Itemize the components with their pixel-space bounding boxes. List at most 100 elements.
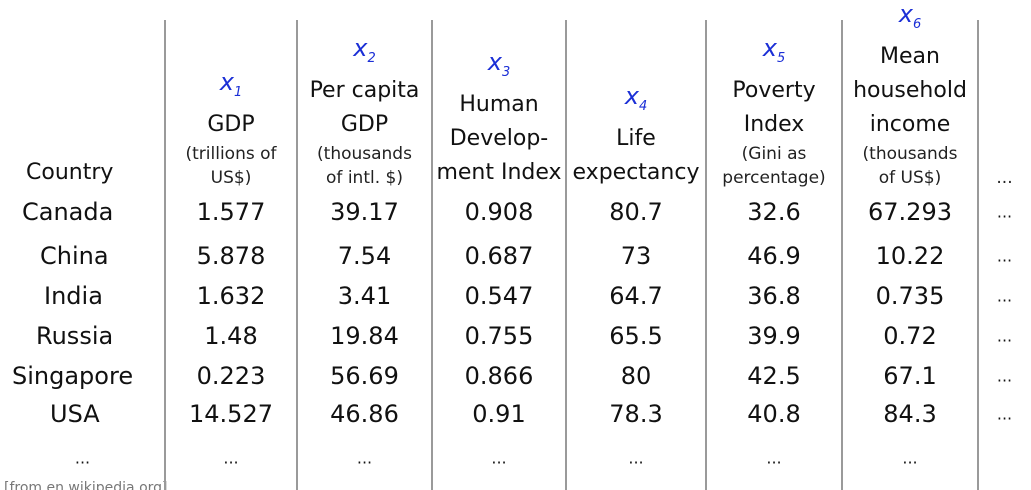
table-cell: 80.7 (609, 198, 663, 226)
table-cell: 0.908 (464, 198, 534, 226)
column-header: Country (0, 0, 165, 190)
table-cell: 0.735 (875, 282, 945, 310)
annotation-var: x (898, 0, 913, 29)
table-cell: 0.72 (883, 322, 937, 350)
header-line: Human (459, 92, 539, 117)
handwritten-annotation: x2 (353, 35, 375, 72)
column-divider (431, 20, 433, 490)
header-line: household (853, 78, 967, 103)
table-cell: 0.755 (464, 322, 534, 350)
source-note: [from en.wikipedia.org] (4, 480, 168, 490)
header-line: GDP (207, 112, 255, 137)
header-line: Country (26, 160, 114, 185)
handwritten-annotation: x4 (625, 83, 647, 120)
column-header: x1 GDP (trillions of US$) (165, 0, 297, 190)
table-cell: Russia (36, 322, 114, 350)
header-subline: of US$) (878, 168, 942, 188)
header-line: Per capita (309, 78, 420, 103)
table-cell: China (40, 242, 109, 270)
header-line: GDP (340, 112, 389, 137)
table-cell: 40.8 (747, 400, 801, 428)
table-cell: ... (996, 326, 1013, 346)
table-cell: ... (996, 404, 1013, 424)
column-header: x2 Per capita GDP (thousands of intl. $) (297, 0, 432, 190)
column-divider (977, 20, 979, 490)
handwritten-annotation: x1 (220, 69, 242, 106)
table-cell: 7.54 (337, 242, 392, 270)
header-line: Develop- (449, 126, 549, 151)
table-cell: Singapore (12, 362, 134, 390)
table-cell: 0.223 (196, 362, 266, 390)
table-cell: 84.3 (883, 400, 937, 428)
header-subline: (trillions of (185, 144, 277, 164)
header-subline: (Gini as (741, 144, 807, 164)
table-cell: ... (491, 448, 507, 468)
table-cell: ... (996, 286, 1013, 306)
table-cell: ... (628, 448, 644, 468)
annotation-var: x (762, 34, 777, 63)
header-line: Life (616, 126, 656, 151)
table-cell: ... (996, 202, 1013, 222)
table-cell: 1.632 (196, 282, 266, 310)
table-cell: 0.866 (464, 362, 534, 390)
table-cell: ... (996, 366, 1013, 386)
header-line: Poverty (732, 78, 816, 103)
table-cell: 19.84 (330, 322, 399, 350)
column-header: x4 Life expectancy (566, 0, 706, 190)
annotation-var: x (219, 68, 234, 97)
header-line: ment Index (436, 160, 562, 185)
annotation-var: x (487, 48, 502, 77)
table-cell: ... (223, 448, 239, 468)
table-cell: 64.7 (609, 282, 663, 310)
column-header: x6 Mean household income (thousands of US$) (842, 0, 978, 190)
header-subline: US$) (210, 168, 252, 188)
column-header: x3 Human Develop-ment Index (432, 0, 566, 190)
table-cell: ... (902, 448, 918, 468)
header-subline: percentage) (722, 168, 826, 188)
table-cell: 1.48 (204, 322, 258, 350)
column-divider (296, 20, 298, 490)
header-subline: of intl. $) (326, 168, 403, 188)
header-subline: ... (996, 168, 1013, 188)
table-cell: 78.3 (609, 400, 663, 428)
annotation-subscript: 2 (367, 51, 376, 66)
table-cell: 46.86 (330, 400, 399, 428)
column-divider (164, 20, 166, 490)
table-cell: USA (50, 400, 100, 428)
table-cell: 73 (620, 242, 652, 270)
table-cell: 3.41 (337, 282, 392, 310)
table-cell: ... (766, 448, 782, 468)
header-line: Index (743, 112, 805, 137)
handwritten-annotation: x5 (763, 35, 785, 72)
annotation-subscript: 6 (912, 17, 922, 32)
column-divider (705, 20, 707, 490)
table-cell: 36.8 (747, 282, 801, 310)
table-cell: 42.5 (747, 362, 801, 390)
table-cell: 10.22 (875, 242, 945, 270)
handwritten-annotation: x3 (488, 49, 510, 86)
table-cell: 0.547 (464, 282, 534, 310)
table-cell: 56.69 (330, 362, 399, 390)
annotation-var: x (353, 34, 368, 63)
header-line: Mean (880, 44, 940, 69)
table-cell: 39.17 (330, 198, 399, 226)
annotation-var: x (624, 82, 639, 111)
table-cell: Canada (22, 198, 114, 226)
annotation-subscript: 5 (776, 51, 786, 66)
table-cell: 80 (620, 362, 652, 390)
column-header: x5 Poverty Index (Gini as percentage) (706, 0, 842, 190)
column-divider (565, 20, 567, 490)
table-cell: 46.9 (747, 242, 801, 270)
table-cell: 1.577 (196, 198, 266, 226)
header-subline: (thousands (317, 144, 412, 164)
header-line: expectancy (572, 160, 700, 185)
table-cell: 0.687 (464, 242, 534, 270)
header-subline: (thousands (862, 144, 958, 164)
column-divider (841, 20, 843, 490)
table-cell: 39.9 (747, 322, 801, 350)
table-cell: 32.6 (747, 198, 801, 226)
table-cell: 67.1 (883, 362, 937, 390)
table-cell: 65.5 (609, 322, 663, 350)
table-cell: India (44, 282, 103, 310)
